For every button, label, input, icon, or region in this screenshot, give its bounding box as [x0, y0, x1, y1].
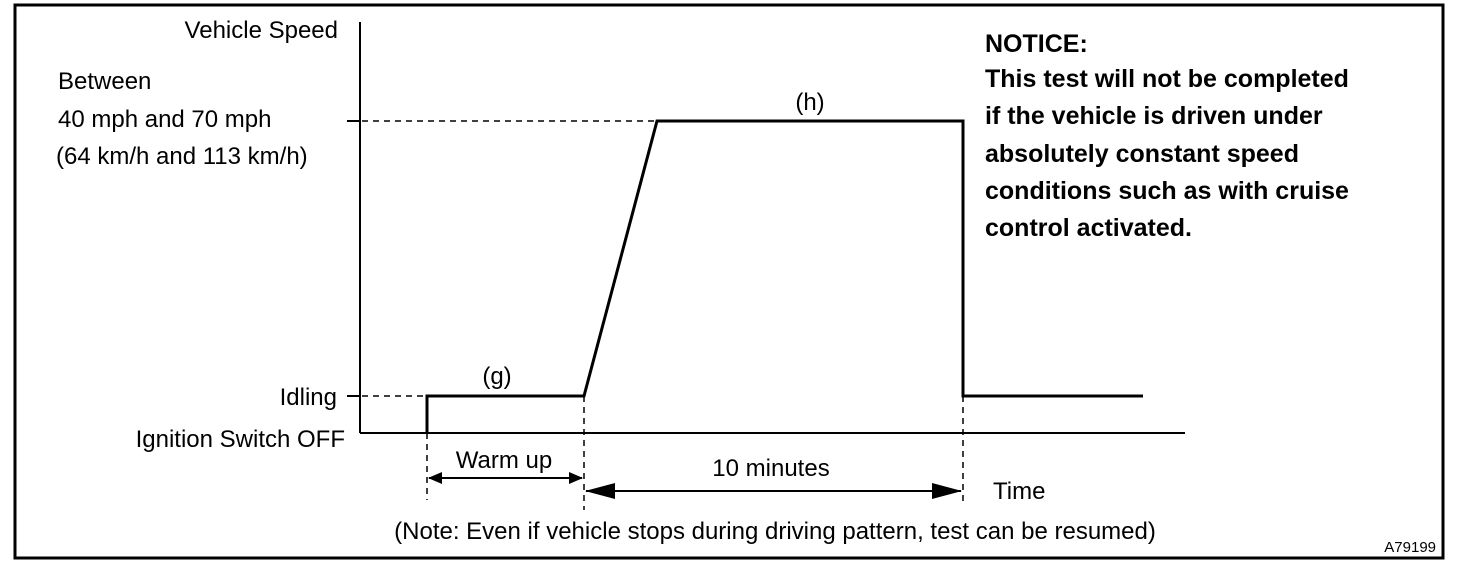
duration-label: 10 minutes — [712, 455, 829, 482]
speed-profile-line — [425, 119, 1143, 433]
notice-block: NOTICE: This test will not be completed … — [985, 30, 1349, 242]
ignition-label: Ignition Switch OFF — [136, 426, 345, 453]
notice-line-4: conditions such as with cruise — [985, 177, 1349, 205]
figure-border — [13, 3, 1445, 560]
y-axis-label: Vehicle Speed — [185, 17, 338, 44]
x-axis-label: Time — [993, 478, 1045, 505]
notice-line-1: This test will not be completed — [985, 65, 1349, 93]
speed-range-line-3: (64 km/h and 113 km/h) — [56, 143, 308, 170]
phase-h-label: (h) — [795, 89, 824, 116]
figure-id: A79199 — [1384, 539, 1436, 556]
notice-line-5: control activated. — [985, 214, 1192, 242]
notice-line-2: if the vehicle is driven under — [985, 102, 1323, 130]
idling-label: Idling — [280, 384, 337, 411]
note-text: (Note: Even if vehicle stops during driv… — [394, 518, 1156, 545]
speed-range-line-2: 40 mph and 70 mph — [58, 106, 271, 133]
phase-g-label: (g) — [482, 363, 511, 390]
notice-title: NOTICE: — [985, 30, 1088, 58]
notice-line-3: absolutely constant speed — [985, 140, 1299, 168]
speed-range-line-1: Between — [58, 68, 151, 95]
warmup-label: Warm up — [456, 447, 552, 474]
